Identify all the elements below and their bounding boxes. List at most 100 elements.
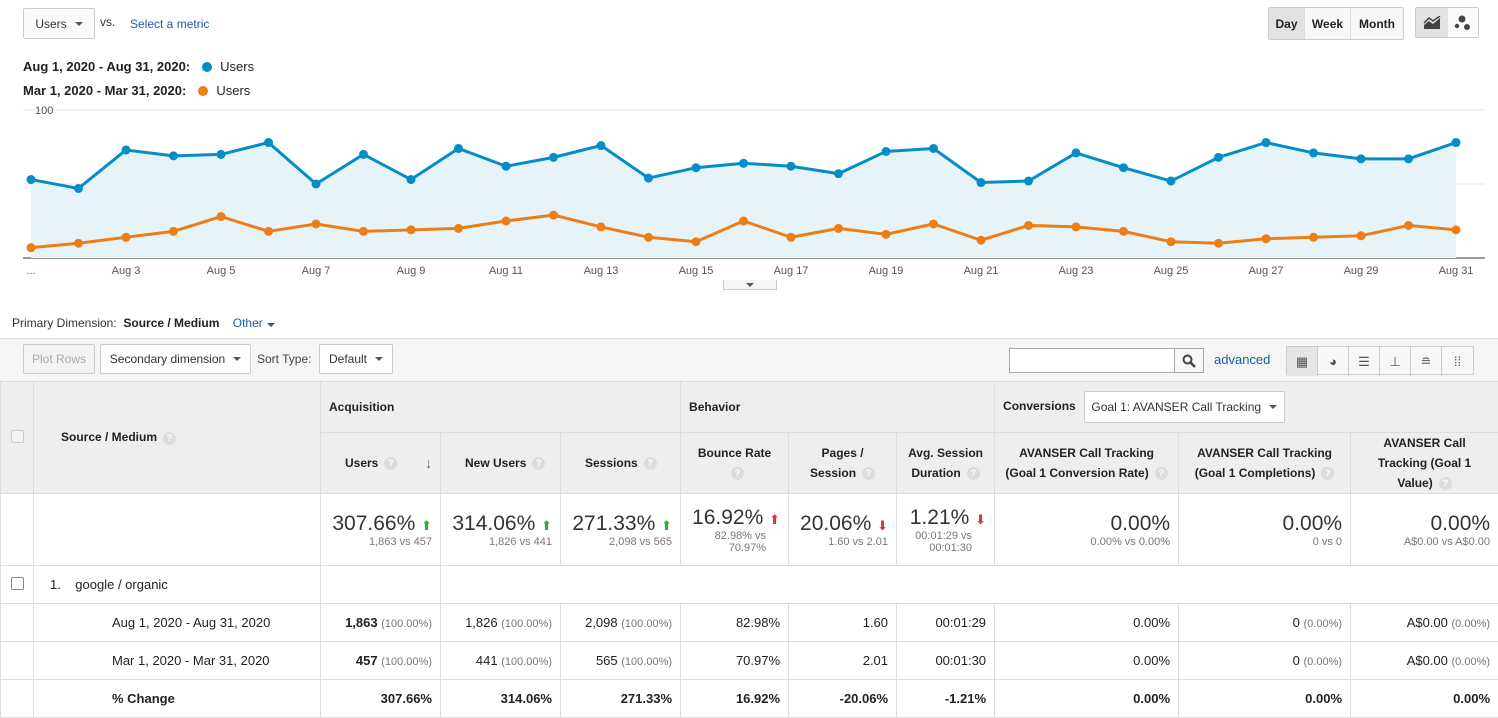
data-point [74, 184, 83, 193]
data-table: Source / Medium? Acquisition Behavior Co… [0, 381, 1498, 718]
data-point [1357, 154, 1366, 163]
sort-type-label: Sort Type: [257, 352, 311, 366]
data-point [1214, 153, 1223, 162]
help-icon: ? [644, 457, 657, 470]
comparison-view-icon[interactable]: ⊥ [1380, 347, 1411, 376]
data-point [1452, 225, 1461, 234]
month-button[interactable]: Month [1351, 8, 1403, 39]
data-point [834, 169, 843, 178]
total-cell: 0.00%0 vs 0 [1179, 494, 1351, 566]
column-header[interactable]: Pages / Session? [789, 433, 897, 494]
column-header[interactable]: AVANSER Call Tracking (Goal 1 Completion… [1179, 433, 1351, 494]
x-tick-label: Aug 23 [1059, 265, 1094, 277]
data-point [739, 159, 748, 168]
sort-desc-icon[interactable]: ↓ [425, 453, 432, 473]
plot-rows-button[interactable]: Plot Rows [23, 344, 95, 374]
acquisition-group-header: Acquisition [321, 382, 681, 433]
column-header[interactable]: AVANSER Call Tracking (Goal 1 Conversion… [995, 433, 1179, 494]
arrow-down-icon: ⬇ [975, 512, 986, 527]
data-point [217, 212, 226, 221]
total-cell: 20.06% ⬇1.60 vs 2.01 [789, 494, 897, 566]
chevron-down-icon [375, 357, 383, 361]
total-cell: 307.66% ⬆1,863 vs 457 [321, 494, 441, 566]
motion-chart-icon[interactable] [1448, 8, 1478, 37]
row-dimension-link[interactable]: google / organic [75, 577, 168, 592]
behavior-group-header: Behavior [681, 382, 995, 433]
data-point [1024, 177, 1033, 186]
select-metric-link[interactable]: Select a metric [130, 17, 209, 31]
data-point [359, 227, 368, 236]
goal-selector[interactable]: Goal 1: AVANSER Call Tracking [1084, 391, 1285, 423]
other-dimension-link[interactable]: Other [233, 316, 275, 330]
legend-item-previous: Mar 1, 2020 - Mar 31, 2020:Users [23, 83, 250, 98]
term-cloud-icon[interactable]: ≘ [1411, 347, 1442, 376]
data-point [1119, 163, 1128, 172]
total-cell: 1.21% ⬇00:01:29 vs 00:01:30 [897, 494, 995, 566]
dimension-header[interactable]: Source / Medium? [34, 382, 321, 494]
grid-view-icon[interactable]: ▦ [1287, 347, 1318, 376]
data-point [882, 147, 891, 156]
chart-collapse-handle[interactable] [723, 280, 777, 290]
data-point [74, 239, 83, 248]
x-tick-label: Aug 13 [584, 265, 619, 277]
bar-view-icon[interactable]: ☰ [1349, 347, 1380, 376]
table-row[interactable]: 1. google / organic [1, 566, 1498, 604]
x-tick-label: Aug 21 [964, 265, 999, 277]
column-header[interactable]: Users?↓ [321, 433, 441, 494]
column-header[interactable]: New Users? [441, 433, 561, 494]
data-point [407, 225, 416, 234]
sort-type-dropdown[interactable]: Default [319, 344, 393, 374]
help-icon: ? [163, 432, 176, 445]
data-point [692, 237, 701, 246]
select-all-checkbox[interactable] [11, 430, 24, 443]
secondary-dimension-dropdown[interactable]: Secondary dimension [100, 344, 251, 374]
data-point [644, 233, 653, 242]
data-point [359, 150, 368, 159]
column-header[interactable]: AVANSER Call Tracking (Goal 1 Value)? [1351, 433, 1498, 494]
help-icon: ? [1321, 467, 1334, 480]
help-icon: ? [384, 457, 397, 470]
data-point [1119, 227, 1128, 236]
column-header[interactable]: Bounce Rate? [681, 433, 789, 494]
data-point [1024, 221, 1033, 230]
data-point [739, 217, 748, 226]
data-point [929, 144, 938, 153]
help-icon: ? [1155, 467, 1168, 480]
data-point [454, 144, 463, 153]
data-point [407, 175, 416, 184]
arrow-up-icon: ⬆ [661, 518, 672, 533]
data-point [597, 222, 606, 231]
column-header[interactable]: Sessions? [561, 433, 681, 494]
advanced-search-link[interactable]: advanced [1214, 352, 1270, 367]
data-point [644, 174, 653, 183]
x-tick-label: Aug 29 [1344, 265, 1379, 277]
row-checkbox[interactable] [11, 577, 24, 590]
data-point [264, 227, 273, 236]
day-button[interactable]: Day [1269, 8, 1305, 39]
data-point [312, 180, 321, 189]
help-icon: ? [967, 467, 980, 480]
pivot-view-icon[interactable]: ⁞⁞ [1442, 347, 1473, 376]
total-cell: 0.00%0.00% vs 0.00% [995, 494, 1179, 566]
metric-selector[interactable]: Users [23, 8, 95, 39]
x-tick-label: ... [26, 265, 35, 277]
help-icon: ? [532, 457, 545, 470]
arrow-up-icon: ⬆ [421, 518, 432, 533]
x-tick-label: Aug 15 [679, 265, 714, 277]
total-cell: 0.00%A$0.00 vs A$0.00 [1351, 494, 1498, 566]
table-search-input[interactable] [1009, 348, 1175, 373]
x-tick-label: Aug 7 [302, 265, 331, 277]
primary-dimension-value[interactable]: Source / Medium [123, 316, 219, 330]
search-icon[interactable] [1174, 348, 1204, 373]
column-header[interactable]: Avg. Session Duration? [897, 433, 995, 494]
data-point [312, 219, 321, 228]
x-tick-label: Aug 25 [1154, 265, 1189, 277]
arrow-up-icon: ⬆ [541, 518, 552, 533]
line-chart-icon[interactable] [1416, 8, 1448, 37]
week-button[interactable]: Week [1305, 8, 1351, 39]
pie-view-icon[interactable]: ◕ [1318, 347, 1349, 376]
